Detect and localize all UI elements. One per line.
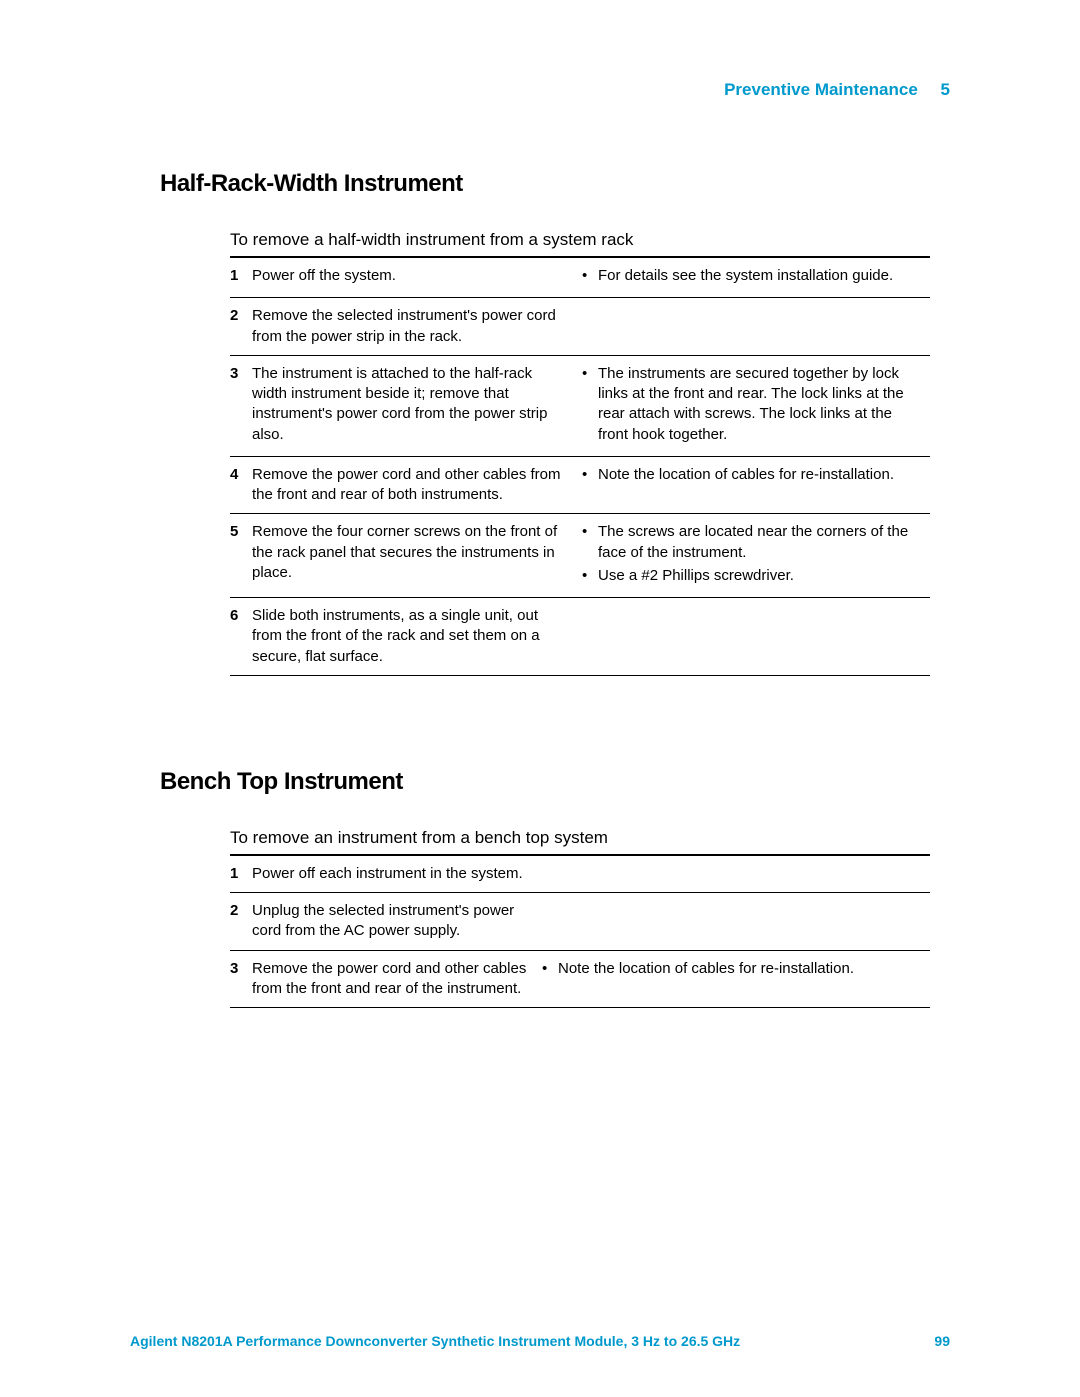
section1-heading: Half-Rack-Width Instrument: [160, 170, 950, 198]
section1-procedure-table: 1Power off the system.For details see th…: [230, 258, 930, 676]
step-number: 6: [230, 598, 252, 676]
step-text: Power off the system.: [252, 258, 582, 298]
step-notes: [582, 298, 930, 356]
procedure-row: 1Power off the system.For details see th…: [230, 258, 930, 298]
step-text: Power off each instrument in the system.: [252, 856, 542, 893]
note-item: Note the location of cables for re-insta…: [582, 465, 924, 485]
step-notes: The screws are located near the corners …: [582, 514, 930, 598]
procedure-row: 6Slide both instruments, as a single uni…: [230, 598, 930, 676]
footer-doc-title: Agilent N8201A Performance Downconverter…: [130, 1333, 740, 1349]
step-text: Remove the power cord and other cables f…: [252, 950, 542, 1008]
section2-intro: To remove an instrument from a bench top…: [230, 828, 950, 848]
section2-procedure-table: 1Power off each instrument in the system…: [230, 856, 930, 1008]
procedure-row: 5Remove the four corner screws on the fr…: [230, 514, 930, 598]
step-notes: Note the location of cables for re-insta…: [542, 950, 930, 1008]
note-item: For details see the system installation …: [582, 266, 924, 286]
section2-heading: Bench Top Instrument: [160, 768, 950, 796]
step-number: 2: [230, 893, 252, 951]
step-number: 5: [230, 514, 252, 598]
page-header: Preventive Maintenance 5: [160, 80, 950, 100]
step-text: The instrument is attached to the half-r…: [252, 355, 582, 456]
note-item: The instruments are secured together by …: [582, 364, 924, 445]
step-number: 1: [230, 258, 252, 298]
procedure-row: 3Remove the power cord and other cables …: [230, 950, 930, 1008]
chapter-number: 5: [941, 80, 950, 99]
step-text: Remove the four corner screws on the fro…: [252, 514, 582, 598]
step-number: 2: [230, 298, 252, 356]
procedure-row: 4Remove the power cord and other cables …: [230, 456, 930, 514]
note-item: Use a #2 Phillips screwdriver.: [582, 566, 924, 586]
step-text: Remove the selected instrument's power c…: [252, 298, 582, 356]
step-number: 3: [230, 950, 252, 1008]
procedure-row: 3The instrument is attached to the half-…: [230, 355, 930, 456]
note-item: Note the location of cables for re-insta…: [542, 959, 924, 979]
page-footer: Agilent N8201A Performance Downconverter…: [130, 1333, 950, 1349]
step-text: Remove the power cord and other cables f…: [252, 456, 582, 514]
step-number: 3: [230, 355, 252, 456]
procedure-row: 1Power off each instrument in the system…: [230, 856, 930, 893]
step-text: Slide both instruments, as a single unit…: [252, 598, 582, 676]
footer-page-number: 99: [934, 1333, 950, 1349]
step-notes: The instruments are secured together by …: [582, 355, 930, 456]
note-item: The screws are located near the corners …: [582, 522, 924, 563]
page-container: Preventive Maintenance 5 Half-Rack-Width…: [0, 0, 1080, 1397]
step-number: 1: [230, 856, 252, 893]
step-notes: For details see the system installation …: [582, 258, 930, 298]
step-number: 4: [230, 456, 252, 514]
section1-intro: To remove a half-width instrument from a…: [230, 230, 950, 250]
procedure-row: 2 Remove the selected instrument's power…: [230, 298, 930, 356]
step-notes: [582, 598, 930, 676]
step-notes: [542, 856, 930, 893]
step-notes: [542, 893, 930, 951]
step-notes: Note the location of cables for re-insta…: [582, 456, 930, 514]
procedure-row: 2 Unplug the selected instrument's power…: [230, 893, 930, 951]
step-text: Unplug the selected instrument's power c…: [252, 893, 542, 951]
chapter-title: Preventive Maintenance: [724, 80, 918, 99]
